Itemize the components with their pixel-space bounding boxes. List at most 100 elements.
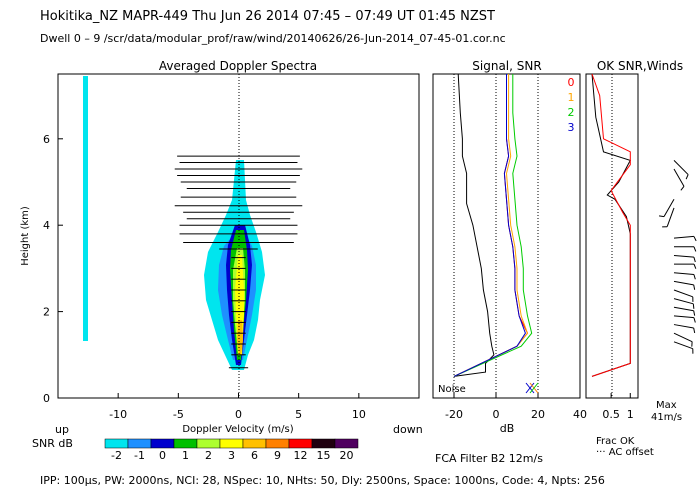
winds-xtick-label: 1: [627, 408, 634, 421]
colorbar-swatch: [150, 438, 175, 449]
colorbar-swatch: [288, 438, 313, 449]
frac-ok-label: Frac OK: [596, 436, 635, 447]
wind-barb-feather: [658, 215, 665, 218]
winds-x-ticks: 0.5 1: [602, 393, 634, 421]
spectra-title: Averaged Doppler Spectra: [159, 59, 317, 73]
spectra-xlabel: Doppler Velocity (m/s): [182, 424, 293, 435]
snr-series-0: [453, 74, 529, 377]
snr-legend: 0 1 2 3: [568, 76, 575, 134]
spectra-xtick-label: -5: [173, 408, 184, 421]
colorbar-tick: 3: [228, 449, 235, 462]
snr-gridlines: [453, 74, 539, 398]
spectra-y-ticks: 0 2 4 6: [43, 133, 63, 405]
colorbar-swatch: [173, 438, 198, 449]
wind-barb: [673, 324, 694, 329]
footer-params: IPP: 100μs, PW: 2000ns, NCI: 28, NSpec: …: [40, 474, 605, 487]
wind-barb-feather: [685, 174, 689, 180]
fca-filter-note: FCA Filter B2 12m/s: [435, 452, 543, 465]
wind-barb: [673, 315, 694, 319]
colorbar-label: SNR dB: [32, 437, 73, 450]
spectra-ylabel: Height (km): [20, 206, 31, 266]
wind-barb: [673, 306, 694, 312]
snr-series-3: [453, 74, 526, 377]
wind-barb-feather: [693, 246, 697, 252]
colorbar-tick: 2: [205, 449, 212, 462]
spectra-ytick-label: 6: [43, 133, 50, 146]
colorbar-tick: 9: [274, 449, 281, 462]
snr-xtick-label: 40: [573, 408, 587, 421]
wind-barb: [673, 272, 694, 275]
snr-series-1: [453, 74, 529, 377]
colorbar-tick: 20: [340, 449, 354, 462]
snr-xtick-label: -20: [445, 408, 463, 421]
frac-ok-series-frac: [591, 73, 632, 377]
wind-barb: [673, 168, 685, 187]
wind-barb-feather: [680, 186, 685, 191]
spectra-heatmap: [83, 76, 265, 370]
snr-title: Signal, SNR: [472, 59, 541, 73]
wind-barb-feather: [693, 317, 696, 323]
legend-beam-1: 1: [568, 91, 575, 104]
header-title: Hokitika_NZ MAPR-449 Thu Jun 26 2014 07:…: [40, 9, 495, 24]
snr-profiles: [453, 73, 533, 377]
colorbar-swatch: [242, 438, 267, 449]
colorbar-tick: -1: [134, 449, 145, 462]
wind-barb-feather: [693, 274, 696, 280]
colorbar-swatch: [334, 438, 359, 449]
colorbar-swatch: [311, 438, 336, 449]
wind-barbs: [658, 160, 697, 354]
wind-barb-feather: [693, 263, 697, 269]
frac-ok-profiles: [591, 73, 632, 377]
wind-barb-feather: [693, 236, 697, 242]
colorbar-tick: 6: [251, 449, 258, 462]
colorbar-tick: 1: [182, 449, 189, 462]
winds-xtick-label: 0.5: [602, 408, 620, 421]
winds-title: OK SNR,Winds: [597, 59, 683, 73]
wind-barb: [673, 160, 689, 175]
wind-barb-feather: [693, 284, 696, 290]
spectra-ytick-label: 0: [43, 392, 50, 405]
wind-barb: [673, 254, 694, 258]
down-label: down: [393, 423, 423, 436]
colorbar-swatch: [127, 438, 152, 449]
spectra-x-ticks: -10 -5 0 5 10: [109, 393, 366, 421]
wind-barb: [673, 280, 694, 286]
snr-contour-orange: [237, 320, 243, 355]
header-file-path: Dwell 0 – 9 /scr/data/modular_prof/raw/w…: [40, 32, 506, 45]
colorbar-swatch: [104, 438, 129, 449]
colorbar-tick: 0: [159, 449, 166, 462]
ground-clutter-band: [83, 76, 88, 341]
wind-barb-feather: [692, 303, 695, 309]
snr-series-2: [453, 74, 533, 377]
noise-annotation: Noise: [438, 384, 466, 395]
wind-barb: [673, 235, 694, 239]
snr-colorbar: -2 -1 0 1 2 3 6 9 12 15 20: [104, 438, 359, 462]
snr-series-signal: [453, 73, 495, 377]
spectra-xtick-label: -10: [109, 408, 127, 421]
spectra-xtick-label: 0: [235, 408, 242, 421]
max-value: 41m/s: [651, 412, 682, 423]
snr-xtick-label: 0: [493, 408, 500, 421]
wind-barb-feather: [693, 257, 696, 263]
frac-ok-series-frac_red: [591, 73, 631, 377]
wind-barb: [666, 207, 675, 227]
wind-barb: [673, 341, 693, 350]
wind-barb-feather: [693, 327, 696, 334]
max-label: Max: [656, 400, 677, 411]
legend-beam-0: 0: [568, 76, 575, 89]
ac-offset-label: ··· AC offset: [596, 447, 654, 458]
wind-barb: [673, 289, 693, 298]
wind-barb: [663, 199, 675, 217]
spectra-ytick-label: 2: [43, 306, 50, 319]
spectra-xtick-label: 5: [295, 408, 302, 421]
snr-xlabel: dB: [500, 422, 515, 435]
wind-barb: [673, 298, 694, 305]
colorbar-swatch: [265, 438, 290, 449]
legend-beam-3: 3: [568, 121, 575, 134]
wind-barb-feather: [693, 310, 696, 316]
up-label: up: [55, 423, 69, 436]
colorbar-tick: 15: [317, 449, 331, 462]
legend-beam-2: 2: [568, 106, 575, 119]
colorbar-tick: 12: [294, 449, 308, 462]
